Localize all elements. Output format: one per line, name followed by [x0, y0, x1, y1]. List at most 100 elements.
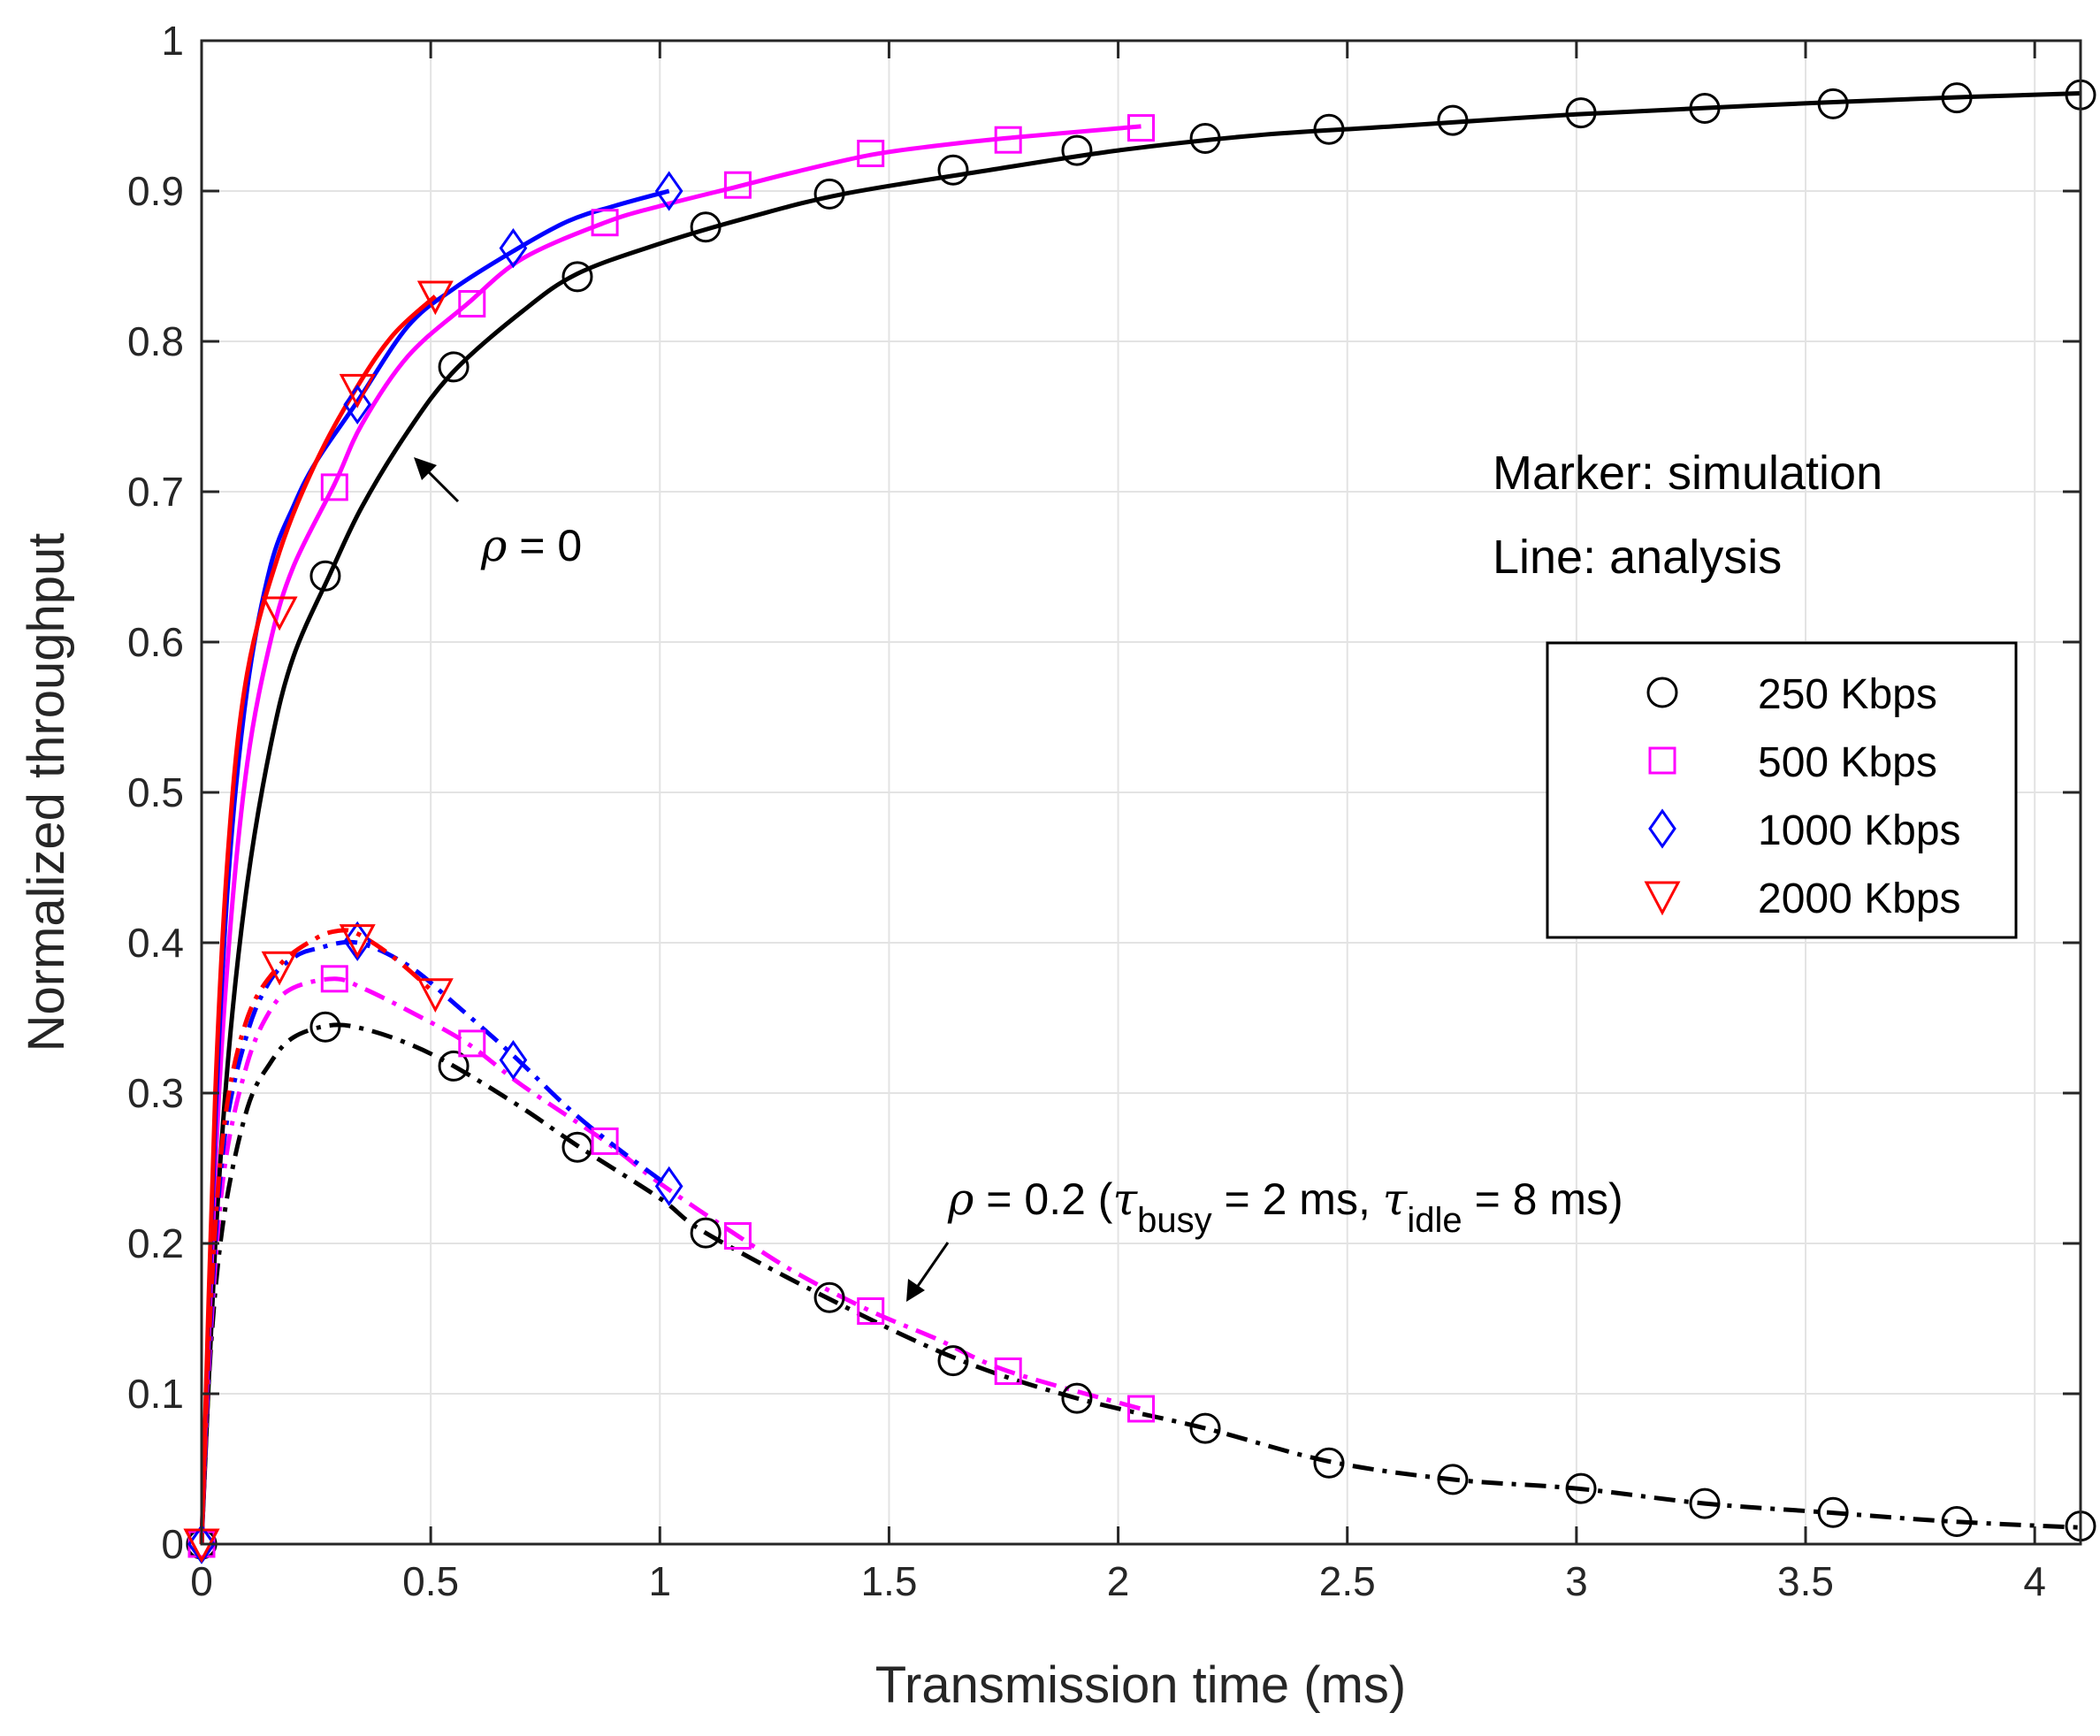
sim-point-rho0-250-kbps: [1565, 97, 1597, 129]
analysis-line-rho02-250-kbps: [199, 1022, 2081, 1545]
sim-point-rho0-500-kbps: [994, 126, 1022, 154]
legend: 250 Kbps 500 Kbps 1000 Kbps 2000 Kbps: [1546, 641, 2018, 939]
rho02-label: ρ = 0.2 (τbusy = 2 ms, τidle = 8 ms): [947, 1174, 1623, 1240]
y-tick-label: 0.5: [127, 769, 184, 815]
sim-point-rho0-250-kbps: [1689, 93, 1721, 124]
sim-point-rho0-250-kbps: [1941, 82, 1973, 114]
x-tick-label: 4: [2023, 1558, 2046, 1604]
sim-point-rho0-500-kbps: [857, 140, 885, 167]
sim-point-rho02-250-kbps: [309, 1011, 341, 1043]
y-tick-label: 0: [161, 1521, 184, 1567]
rho02-mid-text: = 2 ms,: [1212, 1174, 1383, 1224]
sim-point-rho02-250-kbps: [813, 1281, 845, 1313]
legend-marker-250-kbps: [1646, 677, 1678, 708]
sim-point-rho0-250-kbps: [1061, 134, 1093, 166]
sim-point-rho02-250-kbps: [1313, 1447, 1345, 1479]
rho02-equation: = 0.2 (: [974, 1174, 1112, 1224]
sim-point-rho02-500-kbps: [1127, 1395, 1155, 1423]
sim-point-rho02-250-kbps: [937, 1345, 969, 1377]
analysis-line-rho02-2000-kbps: [199, 928, 437, 1545]
sim-point-rho0-2000-kbps: [416, 280, 454, 316]
sim-point-rho02-500-kbps: [591, 1127, 619, 1155]
analysis-line-rho02-500-kbps: [199, 976, 1142, 1545]
tick-marks: [200, 39, 2081, 1546]
x-tick-label: 1.5: [860, 1558, 917, 1604]
idle-subscript: idle: [1407, 1201, 1462, 1240]
legend-label-500-kbps: 500 Kbps: [1758, 739, 1937, 786]
tau-idle-symbol: τ: [1383, 1174, 1409, 1225]
sim-point-rho0-2000-kbps: [339, 373, 376, 409]
sim-point-rho02-500-kbps: [994, 1357, 1022, 1385]
x-tick-labels: 0 0.5 1 1.5 2 2.5 3 3.5 4: [190, 1558, 2046, 1604]
busy-subscript: busy: [1137, 1201, 1212, 1240]
legend-label-250-kbps: 250 Kbps: [1758, 671, 1937, 718]
sim-point-rho0-250-kbps: [1817, 88, 1849, 119]
sim-point-rho02-250-kbps: [1565, 1472, 1597, 1504]
y-tick-label: 0.3: [127, 1070, 184, 1116]
legend-marker-2000-kbps: [1644, 881, 1681, 916]
legend-marker-500-kbps: [1648, 746, 1676, 775]
rho-symbol-2: ρ: [947, 1174, 974, 1225]
y-tick-label: 1: [161, 18, 184, 64]
marker-note: Marker: simulation: [1493, 447, 1882, 500]
sim-point-rho02-250-kbps: [1689, 1487, 1721, 1519]
legend-items: 250 Kbps 500 Kbps 1000 Kbps 2000 Kbps: [1644, 671, 1961, 922]
x-axis-label: Transmission time (ms): [875, 1656, 1406, 1714]
sim-point-rho02-1000-kbps: [343, 921, 372, 961]
sim-point-rho02-500-kbps: [320, 965, 348, 993]
rho02-annotation: ρ = 0.2 (τbusy = 2 ms, τidle = 8 ms): [906, 1174, 1623, 1302]
sim-point-rho0-2000-kbps: [261, 596, 298, 631]
sim-point-rho02-250-kbps: [690, 1217, 722, 1249]
rho0-equation: = 0: [507, 521, 582, 570]
y-tick-label: 0.8: [127, 318, 184, 364]
tau-busy-symbol: τ: [1112, 1174, 1138, 1225]
sim-point-rho0-250-kbps: [1437, 104, 1469, 136]
sim-point-rho02-1000-kbps: [654, 1166, 683, 1207]
sim-point-rho0-500-kbps: [1127, 114, 1155, 142]
x-tick-label: 0: [190, 1558, 213, 1604]
x-tick-label: 0.5: [402, 1558, 459, 1604]
rho-symbol: ρ: [480, 520, 508, 571]
x-tick-label: 1: [648, 1558, 671, 1604]
sim-point-rho0-1000-kbps: [343, 384, 372, 425]
y-tick-label: 0.9: [127, 168, 184, 214]
sim-point-rho0-250-kbps: [690, 211, 722, 243]
series-layer: [183, 79, 2096, 1564]
sim-point-rho02-250-kbps: [438, 1050, 470, 1082]
sim-point-rho02-250-kbps: [1061, 1382, 1093, 1414]
sim-point-rho02-500-kbps: [723, 1222, 752, 1250]
sim-point-rho02-500-kbps: [458, 1029, 486, 1058]
analysis-line-rho0-500-kbps: [199, 124, 1142, 1545]
rho02-end-text: = 8 ms): [1462, 1174, 1623, 1224]
sim-point-rho0-250-kbps: [1189, 123, 1221, 154]
y-tick-label: 0.6: [127, 619, 184, 665]
legend-marker-1000-kbps: [1648, 808, 1676, 849]
y-tick-label: 0.4: [127, 920, 184, 966]
sim-point-rho02-250-kbps: [1189, 1412, 1221, 1444]
sim-point-rho0-250-kbps: [438, 351, 470, 383]
sim-point-rho02-2000-kbps: [339, 924, 376, 959]
sim-point-rho0-250-kbps: [561, 261, 593, 293]
y-tick-labels: 0 0.1 0.2 0.3 0.4 0.5 0.6 0.7 0.8 0.9 1: [127, 18, 184, 1567]
rho0-arrow-head: [414, 457, 437, 480]
sim-point-rho0-500-kbps: [458, 290, 486, 317]
rho0-annotation: ρ = 0: [414, 457, 582, 571]
legend-box: [1546, 641, 2018, 939]
sim-point-rho0-250-kbps: [1313, 113, 1345, 145]
y-tick-label: 0.1: [127, 1371, 184, 1417]
rho02-arrow-shaft: [913, 1242, 950, 1292]
sim-point-rho02-2000-kbps: [416, 978, 454, 1013]
legend-label-2000-kbps: 2000 Kbps: [1758, 876, 1961, 922]
sim-point-rho0-250-kbps: [813, 178, 845, 210]
sim-point-rho02-1000-kbps: [499, 1039, 528, 1081]
rho02-arrow-head: [906, 1279, 925, 1302]
sim-point-rho0-500-kbps: [591, 209, 619, 237]
sim-point-rho0-500-kbps: [320, 473, 348, 501]
line-note: Line: analysis: [1493, 531, 1782, 584]
sim-point-rho0-250-kbps: [309, 560, 341, 592]
sim-point-rho02-250-kbps: [1437, 1464, 1469, 1495]
x-tick-label: 3.5: [1777, 1558, 1834, 1604]
x-tick-label: 2: [1107, 1558, 1130, 1604]
legend-label-1000-kbps: 1000 Kbps: [1758, 807, 1961, 854]
